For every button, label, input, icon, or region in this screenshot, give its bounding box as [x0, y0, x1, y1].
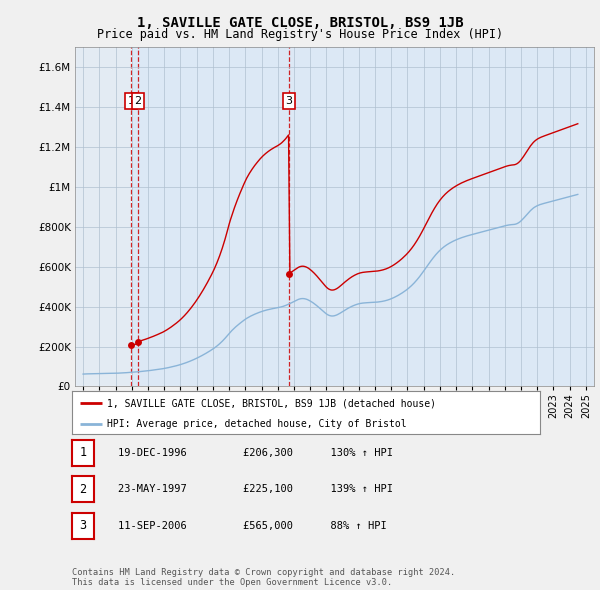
Text: This data is licensed under the Open Government Licence v3.0.: This data is licensed under the Open Gov…: [72, 578, 392, 587]
Text: 1, SAVILLE GATE CLOSE, BRISTOL, BS9 1JB: 1, SAVILLE GATE CLOSE, BRISTOL, BS9 1JB: [137, 16, 463, 30]
Text: 3: 3: [80, 519, 86, 532]
Text: 1: 1: [128, 96, 134, 106]
Text: 11-SEP-2006         £565,000      88% ↑ HPI: 11-SEP-2006 £565,000 88% ↑ HPI: [93, 521, 387, 530]
Bar: [75, 47, 131, 386]
Text: 3: 3: [286, 96, 292, 106]
Text: 1: 1: [80, 446, 86, 459]
Text: 2: 2: [80, 483, 86, 496]
Text: HPI: Average price, detached house, City of Bristol: HPI: Average price, detached house, City…: [107, 419, 407, 430]
Text: 23-MAY-1997         £225,100      139% ↑ HPI: 23-MAY-1997 £225,100 139% ↑ HPI: [93, 484, 393, 494]
Text: Price paid vs. HM Land Registry's House Price Index (HPI): Price paid vs. HM Land Registry's House …: [97, 28, 503, 41]
Text: Contains HM Land Registry data © Crown copyright and database right 2024.: Contains HM Land Registry data © Crown c…: [72, 568, 455, 577]
Text: 2: 2: [134, 96, 142, 106]
Text: 19-DEC-1996         £206,300      130% ↑ HPI: 19-DEC-1996 £206,300 130% ↑ HPI: [93, 448, 393, 457]
Bar: [75, 47, 131, 386]
Text: 1, SAVILLE GATE CLOSE, BRISTOL, BS9 1JB (detached house): 1, SAVILLE GATE CLOSE, BRISTOL, BS9 1JB …: [107, 398, 436, 408]
